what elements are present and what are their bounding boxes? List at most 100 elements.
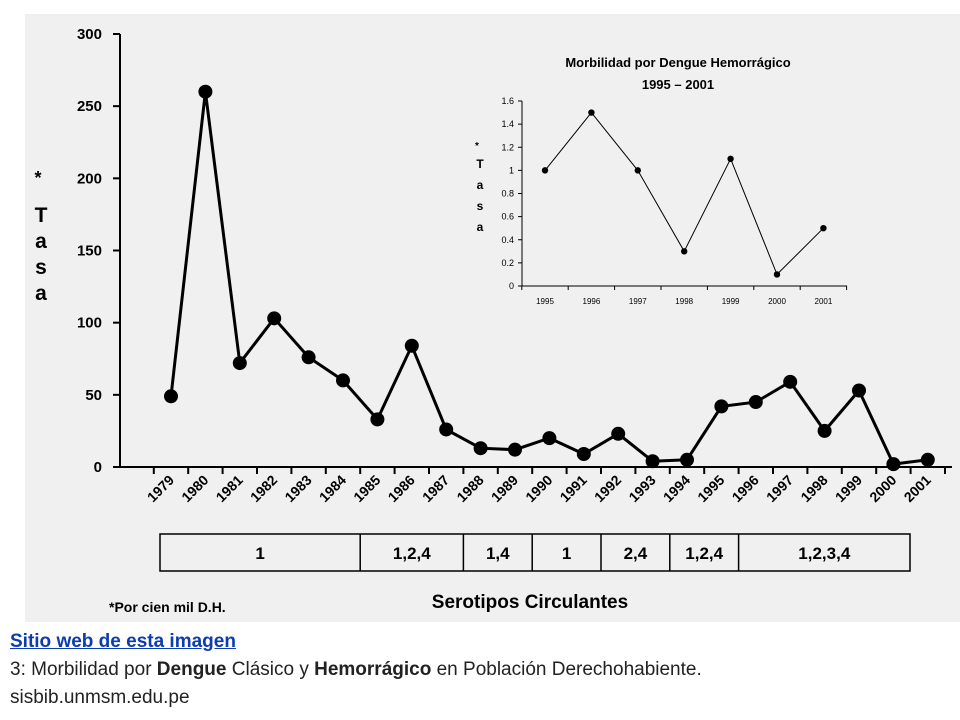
main-y-tick-label: 250: [77, 98, 102, 115]
caption-source: sisbib.unmsm.edu.pe: [10, 687, 190, 708]
inset-y-tick-label: 0: [509, 281, 514, 291]
inset-x-tick-label: 2000: [768, 297, 786, 306]
chart-figure: 0 50 100 150 200 250 300 1979 1980 1981 1982 1983 19…: [25, 14, 960, 622]
caption-bold-dengue: Dengue: [156, 659, 227, 680]
inset-data-point: [681, 248, 688, 255]
inset-y-tick-label: 1: [509, 165, 514, 175]
main-data-point: [714, 399, 729, 414]
main-data-point: [645, 454, 660, 469]
main-x-tick-label: 1991: [557, 472, 590, 505]
inset-y-tick-label: 1.6: [501, 96, 514, 106]
inset-y-tick-label: 0.8: [501, 189, 514, 199]
serotype-cell-label: 1,2,4: [393, 544, 431, 563]
inset-data-point: [773, 271, 781, 278]
main-x-tick-label: 1992: [591, 472, 624, 505]
serotype-table-border: [159, 533, 911, 572]
main-data-point: [267, 311, 282, 326]
inset-data-point: [541, 167, 549, 174]
main-data-point: [783, 374, 798, 389]
inset-x-tick-label: 1995: [536, 297, 554, 306]
main-x-tick-label: 1999: [832, 472, 865, 505]
main-x-tick-label: 1981: [213, 472, 246, 505]
main-x-tick-label: 1985: [350, 472, 383, 505]
main-y-axis-label-letter: s: [35, 256, 47, 279]
main-data-point: [508, 442, 522, 457]
inset-data-point: [634, 167, 641, 174]
serotype-cell-label: 1,2,4: [685, 544, 723, 563]
inset-x-tick-label: 1997: [629, 297, 647, 306]
serotype-cell-label: 2,4: [624, 544, 648, 563]
caption-text-part: en Población Derechohabiente.: [431, 659, 702, 680]
main-x-tick-label: 2001: [901, 472, 934, 505]
main-x-tick-label: 1990: [522, 472, 555, 505]
main-data-point: [301, 350, 316, 365]
main-y-tick-label: 300: [77, 26, 102, 43]
main-data-point: [232, 356, 247, 371]
inset-title: Morbilidad por Dengue Hemorrágico: [565, 55, 790, 70]
main-data-point: [886, 457, 901, 472]
main-data-point: [198, 84, 213, 99]
caption-bold-hemorragico: Hemorrágico: [314, 659, 432, 680]
main-data-point: [748, 395, 763, 410]
main-data-point: [817, 423, 832, 438]
inset-y-axis-label-letter: a: [477, 178, 484, 192]
main-y-axis-label-letter: T: [35, 204, 48, 227]
main-data-point: [404, 338, 419, 353]
main-y-tick-label: 200: [77, 170, 102, 187]
main-data-point: [336, 373, 350, 388]
main-x-tick-label: 1986: [385, 472, 418, 505]
main-x-tick-label: 1997: [763, 472, 796, 505]
inset-y-axis-star: *: [475, 141, 479, 152]
main-x-tick-label: 1983: [281, 472, 314, 505]
main-x-tick-label: 1994: [660, 472, 693, 505]
main-x-tick-label: 1984: [316, 472, 349, 505]
main-y-tick-label: 150: [77, 243, 102, 260]
serotype-cell-label: 1,4: [486, 544, 510, 563]
main-y-axis-label-letter: a: [35, 230, 47, 253]
inset-data-point: [820, 224, 827, 232]
main-data-point: [542, 431, 557, 446]
main-data-point: [611, 426, 626, 441]
serotype-cell-label: 1: [255, 544, 264, 563]
inset-y-axis-label-letter: s: [477, 199, 484, 213]
inset-y-axis-label-letter: a: [477, 220, 484, 234]
main-x-axis-title: Serotipos Circulantes: [432, 592, 628, 613]
main-y-tick-label: 0: [94, 459, 102, 476]
inset-y-tick-label: 0.2: [501, 258, 514, 268]
inset-x-tick-label: 1996: [583, 297, 601, 306]
inset-x-tick-label: 1998: [675, 297, 693, 306]
main-y-tick-label: 100: [77, 315, 102, 332]
caption-text: 3: Morbilidad por Dengue Clásico y Hemor…: [10, 656, 950, 684]
inset-y-tick-label: 0.6: [501, 212, 514, 222]
caption-block: Sitio web de esta imagen 3: Morbilidad p…: [10, 628, 950, 712]
inset-data-point: [727, 155, 734, 163]
inset-x-tick-label: 1999: [722, 297, 740, 306]
main-x-tick-label: 1995: [694, 472, 727, 505]
inset-y-axis-label-letter: T: [476, 157, 484, 171]
main-x-tick-label: 1989: [488, 472, 521, 505]
serotype-cell-label: 1: [562, 544, 571, 563]
source-link[interactable]: Sitio web de esta imagen: [10, 631, 236, 652]
main-x-tick-label: 1980: [178, 472, 211, 505]
inset-y-tick-label: 1.2: [501, 142, 514, 152]
caption-text-part: Clásico y: [226, 659, 315, 680]
main-x-tick-label: 2000: [866, 472, 899, 505]
main-y-axis-label-letter: a: [35, 282, 47, 305]
main-data-point: [852, 383, 866, 398]
main-x-tick-label: 1979: [144, 472, 177, 505]
serotype-cell-label: 1,2,3,4: [798, 544, 851, 563]
main-data-point: [576, 447, 591, 462]
main-series-line: [169, 91, 928, 466]
caption-text-part: 3: Morbilidad por: [10, 659, 157, 680]
main-x-tick-label: 1988: [453, 472, 486, 505]
main-x-tick-label: 1998: [797, 472, 830, 505]
main-data-point: [920, 452, 935, 467]
main-x-tick-label: 1987: [419, 472, 452, 505]
main-data-point: [680, 452, 694, 467]
main-x-tick-label: 1996: [729, 472, 762, 505]
inset-y-tick-label: 1.4: [501, 119, 514, 129]
main-x-tick-label: 1993: [625, 472, 658, 505]
main-y-axis-star: *: [34, 168, 41, 188]
main-data-point: [370, 412, 385, 427]
